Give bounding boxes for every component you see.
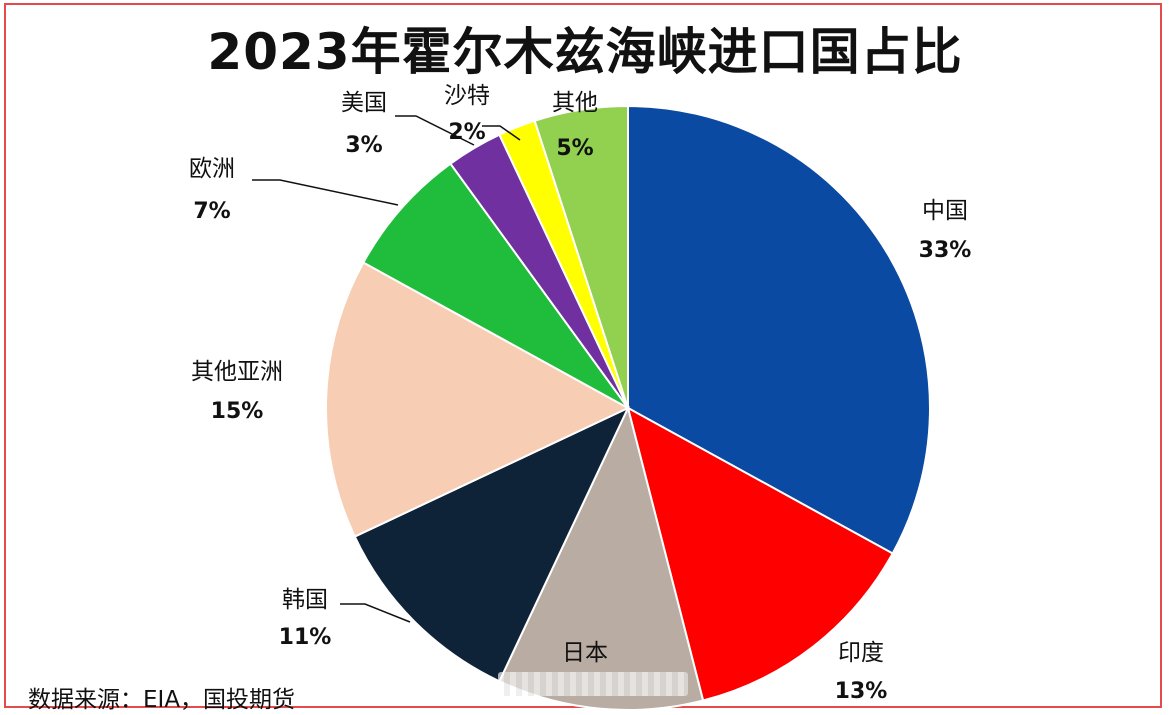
slice-label-3: 韩国 <box>282 587 328 613</box>
source-note: 数据来源：EIA，国投期货 <box>28 687 296 713</box>
slice-percent-7: 2% <box>448 120 485 145</box>
slice-percent-4: 15% <box>211 399 264 424</box>
pie-slice-8 <box>533 104 629 409</box>
slice-label-6: 美国 <box>341 90 387 116</box>
slice-percent-3: 11% <box>279 625 332 650</box>
pie-slices <box>325 104 931 711</box>
slice-labels: 中国 33% 印度 13% 日本 韩国 11% 其他亚洲 15% 欧洲 7% 美国 3% 沙特 2% 其他 5% <box>189 83 971 704</box>
slice-label-0: 中国 <box>922 198 968 224</box>
slice-label-5: 欧洲 <box>189 156 235 182</box>
slice-percent-6: 3% <box>345 133 382 158</box>
leader-line-6 <box>395 115 475 146</box>
pie-slice-4 <box>325 261 631 538</box>
slice-percent-8: 5% <box>556 136 593 161</box>
pie-slice-0 <box>627 104 931 555</box>
chart-title: 2023年霍尔木兹海峡进口国占比 <box>207 23 963 81</box>
slice-label-2: 日本 <box>562 640 608 666</box>
slice-label-7: 沙特 <box>444 83 490 109</box>
slice-percent-1: 13% <box>835 679 888 704</box>
slice-percent-5: 7% <box>193 199 230 224</box>
slice-label-8: 其他 <box>552 90 598 116</box>
pie-slice-1 <box>626 406 894 702</box>
watermark-strip <box>498 672 688 696</box>
slice-percent-0: 33% <box>919 238 972 263</box>
slice-label-1: 印度 <box>838 640 884 666</box>
leader-lines <box>252 115 521 623</box>
pie-slice-5 <box>362 162 629 409</box>
leader-line-5 <box>252 179 399 206</box>
slice-label-4: 其他亚洲 <box>191 359 283 385</box>
pie-slice-3 <box>353 405 631 683</box>
leader-line-3 <box>340 603 411 623</box>
leader-line-7 <box>482 125 521 141</box>
